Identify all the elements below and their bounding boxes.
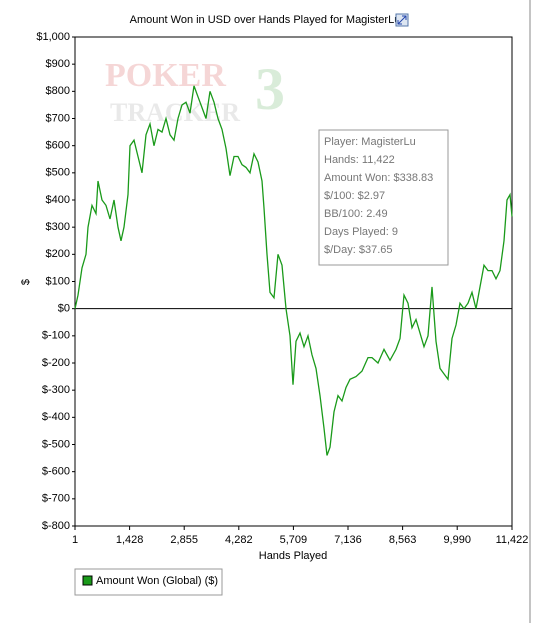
legend-label: Amount Won (Global) ($) [96, 575, 218, 587]
x-tick-label: 1 [72, 534, 78, 546]
x-tick-label: 5,709 [280, 534, 308, 546]
y-tick-label: $900 [46, 58, 70, 70]
x-axis-label: Hands Played [259, 550, 328, 562]
y-tick-label: $-500 [42, 438, 70, 450]
x-tick-label: 4,282 [225, 534, 253, 546]
x-tick-label: 1,428 [116, 534, 144, 546]
y-tick-label: $-300 [42, 384, 70, 396]
legend-box [74, 568, 223, 596]
y-tick-label: $500 [46, 167, 70, 179]
y-tick-label: $-600 [42, 466, 70, 478]
annotation: Player: MagisterLu Hands: 11,422 Amount Wo… [318, 129, 449, 266]
x-tick-label: 8,563 [389, 534, 417, 546]
annotation-line: Days Played: 9 [324, 226, 398, 238]
y-axis-label: $ [20, 279, 32, 285]
x-tick-label: 7,136 [334, 534, 362, 546]
legend: Amount Won (Global) ($) [74, 568, 223, 596]
legend-swatch [82, 575, 93, 586]
y-tick-label: $-100 [42, 330, 70, 342]
x-tick-label: 2,855 [170, 534, 198, 546]
y-tick-label: $100 [46, 275, 70, 287]
annotation-line: $/Day: $37.65 [324, 244, 393, 256]
annotation-line: Player: MagisterLu [324, 136, 416, 148]
annotation-line: Amount Won: $338.83 [324, 172, 433, 184]
x-tick-label: 11,422 [496, 534, 529, 546]
watermark: POKER TRACKER 3 [105, 56, 285, 127]
y-tick-label: $-400 [42, 411, 70, 423]
x-tick-label: 9,990 [443, 534, 471, 546]
y-tick-label: $-800 [42, 520, 70, 532]
chart-title: Amount Won in USD over Hands Played for … [130, 14, 401, 26]
annotation-line: BB/100: 2.49 [324, 208, 388, 220]
y-tick-label: $-200 [42, 357, 70, 369]
watermark-text: POKER [105, 57, 226, 94]
annotation-line: $/100: $2.97 [324, 190, 385, 202]
annotation-line: Hands: 11,422 [324, 154, 395, 166]
annotation-box [318, 129, 449, 266]
expand-icon[interactable] [395, 13, 409, 27]
y-tick-label: $300 [46, 221, 70, 233]
y-tick-label: $0 [58, 303, 70, 315]
y-tick-label: $200 [46, 248, 70, 260]
watermark-text: TRACKER [110, 98, 240, 127]
y-tick-label: $400 [46, 194, 70, 206]
watermark-text: 3 [255, 56, 285, 122]
series-line [74, 85, 513, 456]
y-tick-label: $700 [46, 112, 70, 124]
y-tick-label: $1,000 [36, 31, 70, 43]
y-tick-label: $800 [46, 85, 70, 97]
y-tick-label: $600 [46, 140, 70, 152]
y-tick-label: $-700 [42, 493, 70, 505]
